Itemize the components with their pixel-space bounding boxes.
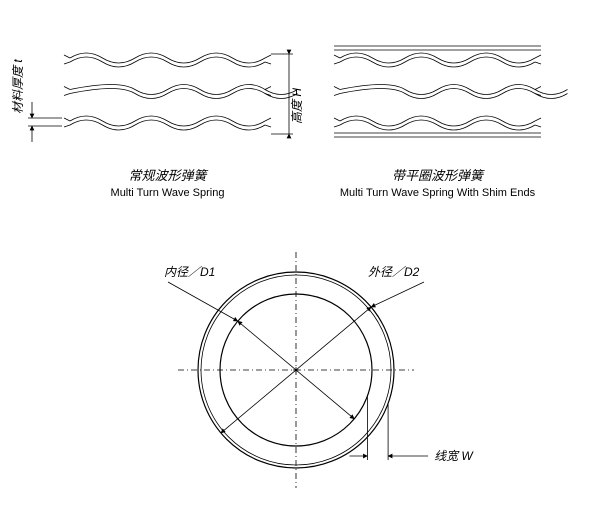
ring-top-view [168,252,428,488]
label-outer-diameter-d2: 外径／D2 [368,265,420,279]
dimension-thickness-t: 材料厚度 t [11,59,62,142]
dimension-thickness-label: 材料厚度 t [11,59,25,114]
label-inner-diameter-d1: 内径／D1 [164,265,215,279]
label-wire-width-w: 线宽 W [434,449,474,463]
left-caption-en: Multi Turn Wave Spring [111,187,225,199]
right-caption-cn: 带平圈波形弹簧 [392,168,485,183]
right-wave-spring-shim [334,46,568,137]
dimension-height-label: 高度 H [290,88,304,124]
left-wave-spring [64,53,298,130]
right-caption-en: Multi Turn Wave Spring With Shim Ends [340,187,536,199]
left-caption-cn: 常规波形弹簧 [128,168,208,183]
